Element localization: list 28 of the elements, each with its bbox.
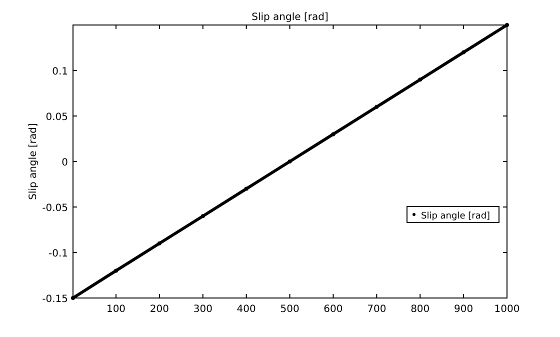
x-tick-label: 800	[410, 304, 430, 315]
y-tick-label: 0.1	[52, 66, 68, 78]
x-tick-label: 1000	[494, 304, 520, 315]
x-tick-label: 600	[324, 304, 343, 315]
chart-title: Slip angle [rad]	[252, 12, 328, 23]
point	[157, 241, 162, 246]
y-axis-title: Slip angle [rad]	[28, 123, 39, 200]
y-tick-label: -0.05	[42, 203, 68, 214]
x-tick-label: 700	[367, 304, 386, 315]
legend-label: Slip angle [rad]	[421, 212, 490, 222]
point	[244, 186, 248, 191]
point	[114, 268, 118, 273]
x-tick-label: 500	[280, 304, 300, 315]
y-tick-label: -0.15	[42, 294, 68, 305]
y-tick-label: 0.05	[46, 112, 68, 123]
point	[288, 160, 292, 164]
y-tick-label: 0	[62, 158, 68, 168]
point	[331, 132, 336, 136]
point	[462, 50, 466, 54]
y-tick-label: -0.1	[48, 248, 68, 260]
x-tick-label: 200	[150, 304, 169, 315]
point	[200, 214, 205, 218]
x-tick-label: 900	[454, 304, 474, 315]
point	[418, 78, 422, 82]
x-tick-label: 400	[236, 304, 256, 315]
x-tick-label: 300	[193, 304, 212, 315]
x-tick-label: 100	[106, 304, 126, 315]
point	[374, 104, 379, 109]
